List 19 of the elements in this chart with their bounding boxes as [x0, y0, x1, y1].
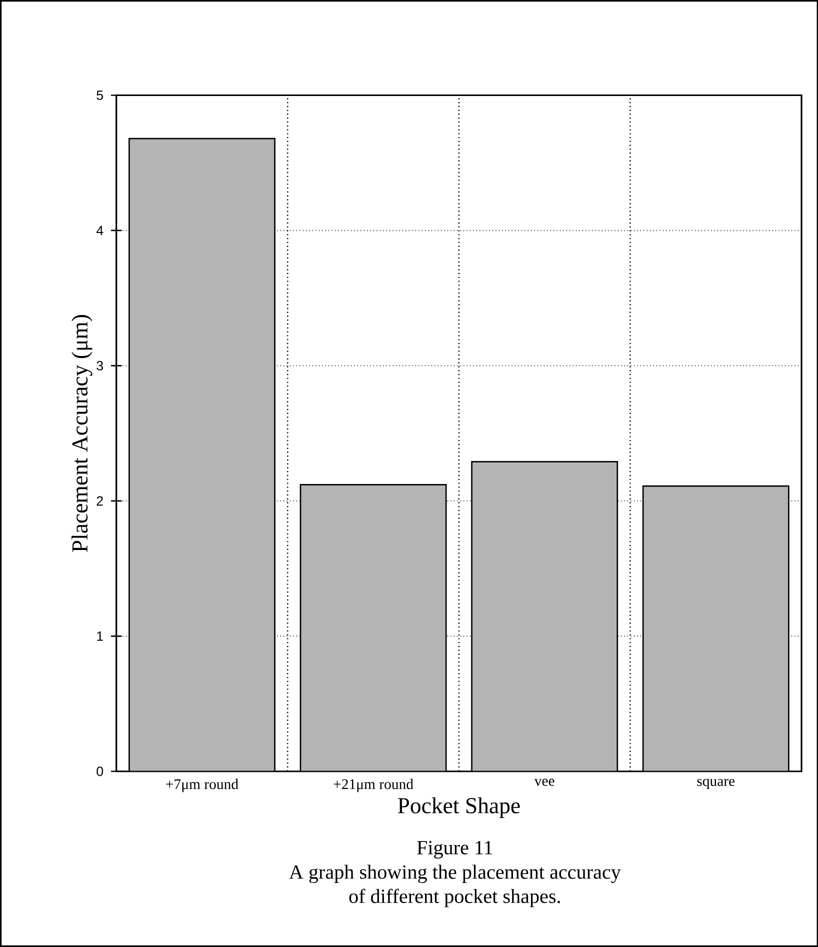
y-tick-label: 1 [96, 632, 103, 641]
x-tick-label: square [697, 778, 734, 790]
bar [472, 462, 618, 772]
y-tick-label: 0 [96, 766, 103, 776]
x-tick-label: +21μm round [334, 778, 414, 792]
bar [300, 484, 446, 772]
y-tick-label: 4 [96, 226, 103, 236]
y-axis-title: Placement Accuracy (μm) [71, 315, 92, 552]
text: A graph showing the placement accuracy [288, 864, 621, 883]
bar [642, 485, 790, 772]
x-axis-title: Pocket Shape [398, 797, 520, 818]
text: of different pocket shapes. [349, 888, 560, 908]
x-tick-label: vee [534, 778, 554, 786]
bar [129, 138, 275, 772]
caption: Figure 11 [416, 840, 492, 859]
y-tick-label: 2 [96, 496, 103, 506]
y-tick-label: 5 [96, 90, 103, 100]
x-tick-label: +7μm round [166, 778, 238, 792]
y-tick-label: 3 [96, 360, 103, 370]
